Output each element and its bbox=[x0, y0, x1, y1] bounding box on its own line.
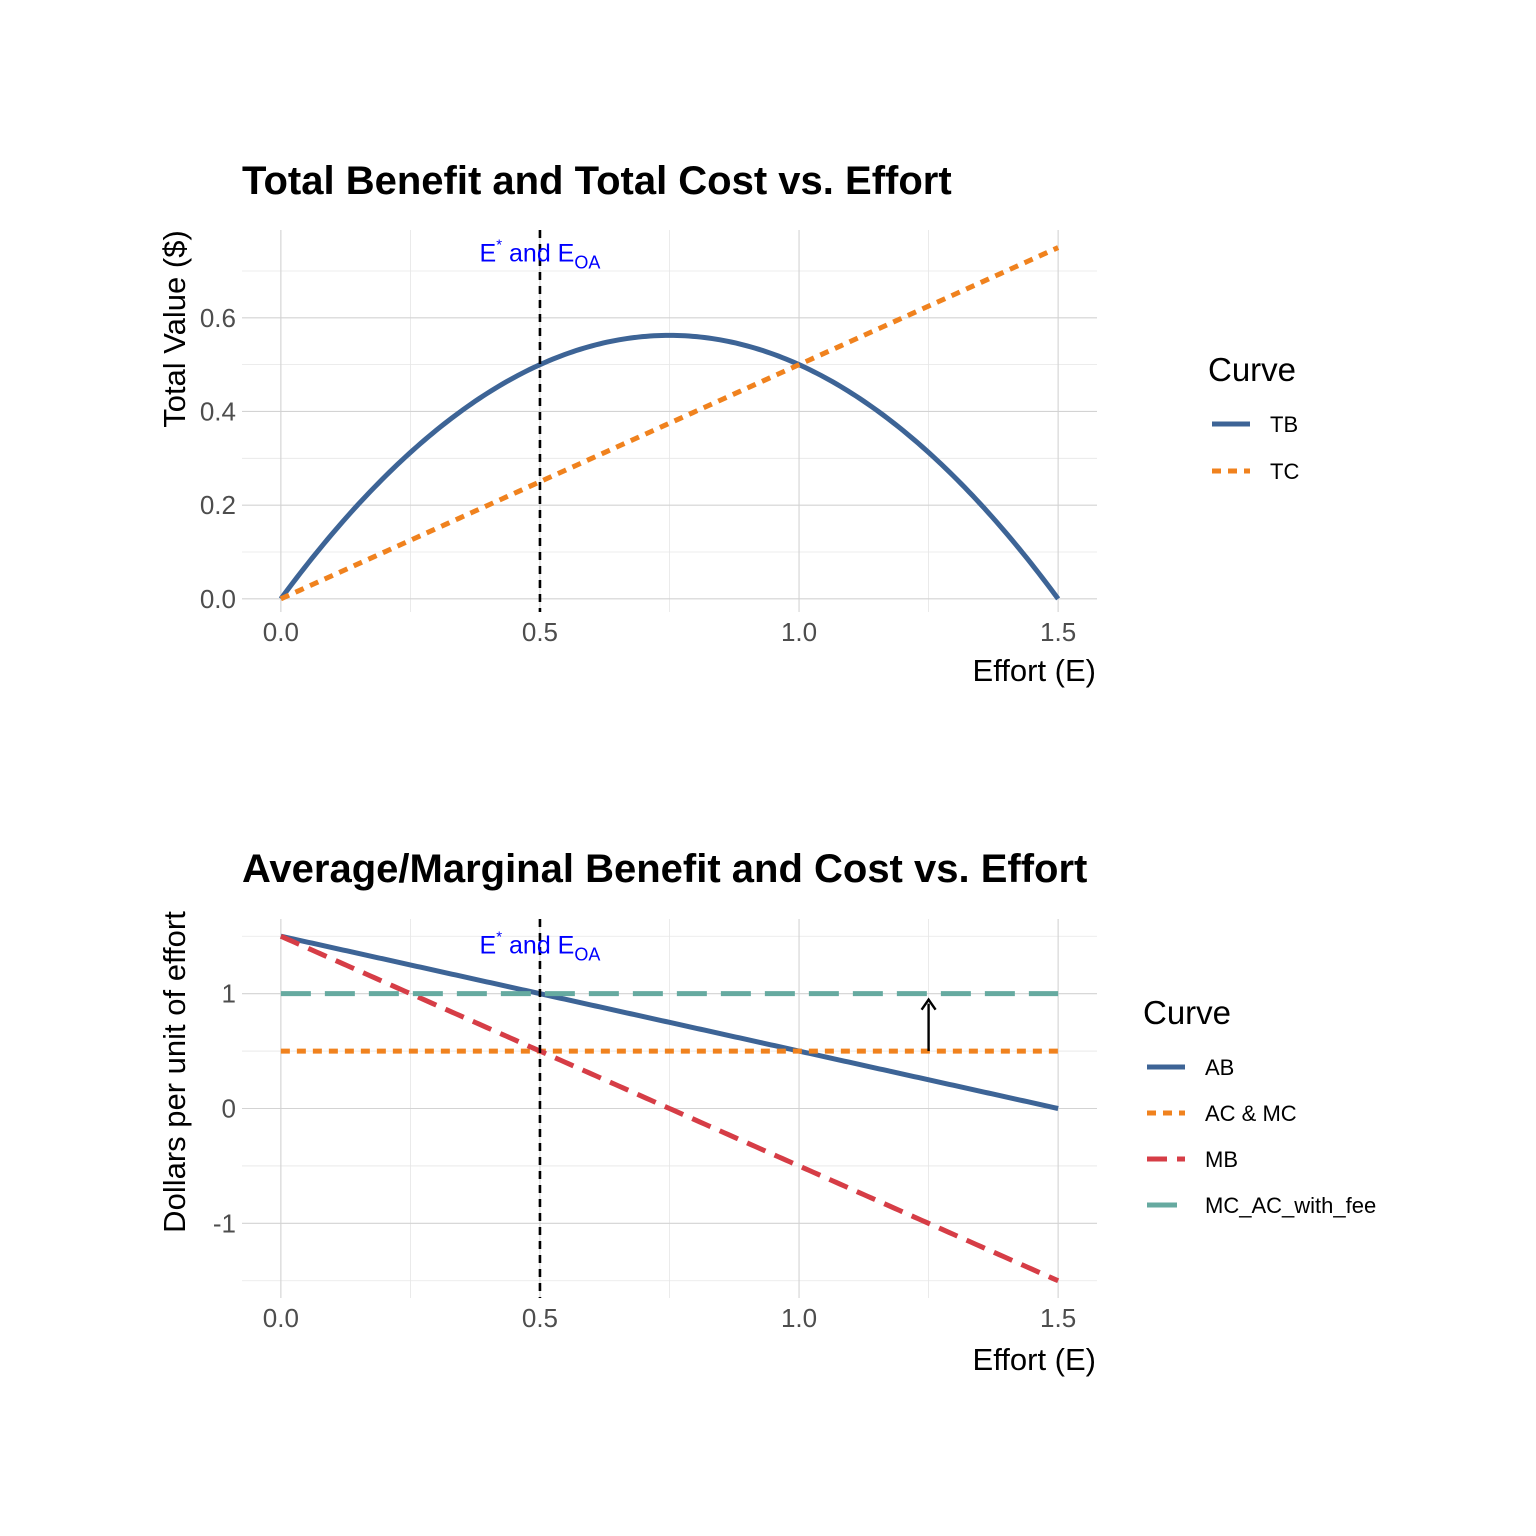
y-tick-label: 1 bbox=[222, 979, 236, 1009]
series-line-mb bbox=[279, 933, 1060, 1284]
x-tick-label: 0.0 bbox=[263, 1303, 299, 1333]
series-layer bbox=[278, 245, 1061, 602]
x-tick-label: 1.0 bbox=[781, 1303, 817, 1333]
grid bbox=[242, 230, 1097, 612]
chart-title: Average/Marginal Benefit and Cost vs. Ef… bbox=[242, 847, 1087, 891]
overlay-layer: E* and EOA bbox=[480, 230, 601, 612]
x-tick-label: 0.0 bbox=[263, 617, 299, 647]
y-tick-labels: -1 0 1 bbox=[213, 979, 236, 1239]
chart-title: Total Benefit and Total Cost vs. Effort bbox=[242, 159, 952, 203]
y-tick-label: 0.2 bbox=[200, 490, 236, 520]
x-tick-labels: 0.0 0.5 1.0 1.5 bbox=[263, 1303, 1076, 1333]
fee-arrow-head bbox=[920, 997, 937, 1011]
equilibrium-annotation: E* and EOA bbox=[480, 928, 601, 964]
x-tick-label: 1.0 bbox=[781, 617, 817, 647]
legend: Curve TB TC bbox=[1208, 351, 1299, 484]
legend-label-tc: TC bbox=[1270, 459, 1299, 484]
equilibrium-annotation: E* and EOA bbox=[480, 237, 601, 273]
legend-title: Curve bbox=[1143, 994, 1231, 1031]
x-tick-label: 0.5 bbox=[522, 617, 558, 647]
y-tick-labels: 0.0 0.2 0.4 0.6 bbox=[200, 303, 236, 614]
legend-label-ac-mc: AC & MC bbox=[1205, 1101, 1297, 1126]
x-axis-title: Effort (E) bbox=[973, 1342, 1096, 1377]
y-tick-label: 0.0 bbox=[200, 584, 236, 614]
x-axis-title: Effort (E) bbox=[973, 653, 1096, 688]
legend-label-mb: MB bbox=[1205, 1147, 1238, 1172]
y-tick-label: 0 bbox=[222, 1094, 236, 1124]
y-tick-label: 0.4 bbox=[200, 396, 236, 426]
legend-label-ab: AB bbox=[1205, 1055, 1234, 1080]
legend-title: Curve bbox=[1208, 351, 1296, 388]
y-tick-label: 0.6 bbox=[200, 303, 236, 333]
x-tick-label: 1.5 bbox=[1040, 617, 1076, 647]
series-line-ab bbox=[280, 933, 1059, 1111]
legend: Curve AB AC & MC MB MC_AC_with_fee bbox=[1143, 994, 1376, 1218]
panel-total-values: Total Benefit and Total Cost vs. Effort … bbox=[157, 159, 1299, 688]
x-tick-label: 1.5 bbox=[1040, 1303, 1076, 1333]
x-tick-label: 0.5 bbox=[522, 1303, 558, 1333]
x-tick-labels: 0.0 0.5 1.0 1.5 bbox=[263, 617, 1076, 647]
series-line-tb bbox=[278, 332, 1061, 601]
y-tick-label: -1 bbox=[213, 1208, 236, 1238]
panel-average-marginal: Average/Marginal Benefit and Cost vs. Ef… bbox=[157, 847, 1376, 1377]
y-axis-title: Total Value ($) bbox=[157, 230, 192, 428]
series-layer bbox=[279, 933, 1060, 1284]
y-axis-title: Dollars per unit of effort bbox=[157, 911, 192, 1233]
series-line-tc bbox=[279, 245, 1060, 602]
overlay-layer: E* and EOA bbox=[480, 919, 937, 1298]
legend-label-mc-ac-with-fee: MC_AC_with_fee bbox=[1205, 1193, 1376, 1218]
legend-label-tb: TB bbox=[1270, 412, 1298, 437]
